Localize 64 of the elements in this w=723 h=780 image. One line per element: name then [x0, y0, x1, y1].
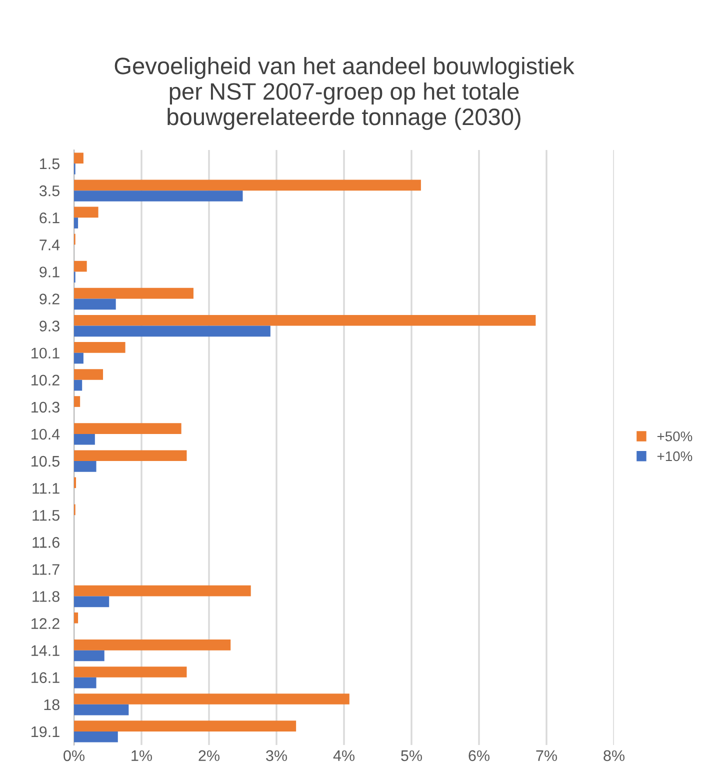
y-tick-label: 9.3: [40, 320, 60, 332]
bar: [74, 704, 129, 716]
bar: [74, 288, 194, 299]
y-tick-label: 3.5: [39, 185, 60, 196]
y-tick-label: 6.1: [40, 212, 60, 224]
bar: [74, 720, 296, 732]
bar: [74, 298, 116, 310]
y-tick-label: 19.1: [32, 726, 60, 738]
bar: [74, 369, 104, 380]
x-tick-label: 5%: [401, 750, 422, 762]
y-tick-label: 11.1: [32, 483, 60, 494]
bar: [74, 677, 96, 688]
bar: [74, 260, 87, 272]
bar: [74, 206, 98, 218]
x-tick-label: 6%: [468, 750, 490, 762]
bar: [74, 731, 118, 742]
y-tick-label: 11.5: [32, 510, 60, 521]
bar: [74, 434, 95, 445]
y-tick-label: 9.2: [40, 294, 60, 304]
legend-label: +10%: [657, 451, 692, 462]
y-tick-label: 11.6: [32, 537, 60, 548]
y-tick-label: 10.3: [32, 402, 60, 413]
x-tick-label: 3%: [266, 750, 287, 762]
bar: [74, 380, 82, 391]
y-tick-label: 11.7: [32, 564, 60, 575]
bar: [74, 218, 78, 228]
bar: [74, 640, 231, 650]
bar: [74, 666, 187, 678]
legend-label: +50%: [657, 431, 692, 442]
x-tick-label: 8%: [604, 750, 624, 762]
y-tick-label: 9.1: [40, 266, 60, 278]
bar: [74, 180, 421, 191]
y-tick-label: 18: [44, 699, 60, 710]
y-tick-label: 10.4: [32, 428, 60, 440]
bar: [74, 650, 104, 662]
x-tick-label: 7%: [536, 750, 557, 762]
bar: [74, 190, 243, 202]
x-tick-label: 0%: [64, 750, 84, 762]
bar: [74, 326, 270, 337]
y-tick-label: 11.8: [32, 591, 60, 602]
bar: [74, 152, 84, 164]
y-tick-label: 10.5: [32, 456, 60, 467]
bar: [74, 694, 350, 704]
x-tick-label: 1%: [132, 750, 152, 762]
bar: [74, 612, 78, 624]
x-tick-label: 4%: [333, 750, 354, 762]
bar: [74, 596, 110, 608]
y-tick-label: 1.5: [40, 158, 60, 170]
y-tick-label: 10.2: [32, 374, 60, 386]
y-tick-label: 12.2: [32, 618, 60, 629]
chart-title: Gevoeligheid van het aandeel bouwlogistiek per NST 2007-groep op het totale bouwgerelateerde tonnage (2030): [114, 57, 574, 130]
x-tick-label: 2%: [198, 750, 220, 762]
bar: [74, 352, 84, 364]
y-tick-label: 10.1: [32, 348, 60, 359]
bar: [74, 461, 96, 472]
bar: [74, 342, 126, 353]
y-tick-label: 14.1: [32, 645, 60, 656]
bar: [74, 450, 187, 462]
bar: [74, 314, 536, 326]
y-tick-label: 16.1: [32, 672, 60, 684]
bar: [74, 585, 251, 596]
bar: [74, 396, 80, 407]
bar: [74, 423, 182, 434]
y-tick-label: 7.4: [40, 240, 60, 250]
